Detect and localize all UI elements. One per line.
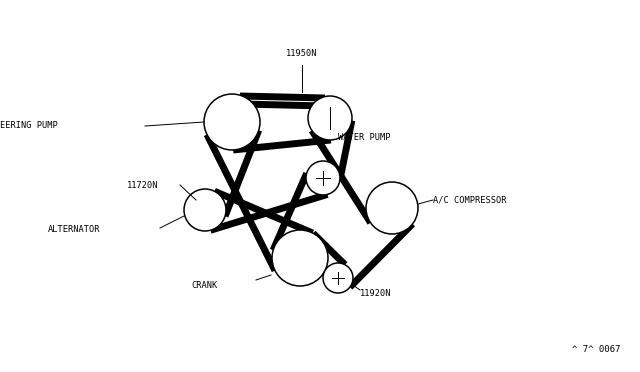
Text: ALTERNATOR: ALTERNATOR (47, 225, 100, 234)
Text: 11950N: 11950N (286, 49, 317, 58)
Circle shape (204, 94, 260, 150)
Text: CRANK: CRANK (192, 280, 218, 289)
Circle shape (366, 182, 418, 234)
Circle shape (306, 161, 340, 195)
Circle shape (184, 189, 226, 231)
Circle shape (323, 263, 353, 293)
Circle shape (308, 96, 352, 140)
Circle shape (272, 230, 328, 286)
Text: A/C COMPRESSOR: A/C COMPRESSOR (433, 196, 506, 205)
Text: ^ 7^ 0067: ^ 7^ 0067 (572, 345, 620, 354)
Text: WATER PUMP: WATER PUMP (338, 134, 390, 142)
Text: POWER STEERING PUMP: POWER STEERING PUMP (0, 122, 58, 131)
Text: 11720N: 11720N (127, 180, 158, 189)
Text: 11920N: 11920N (360, 289, 392, 298)
